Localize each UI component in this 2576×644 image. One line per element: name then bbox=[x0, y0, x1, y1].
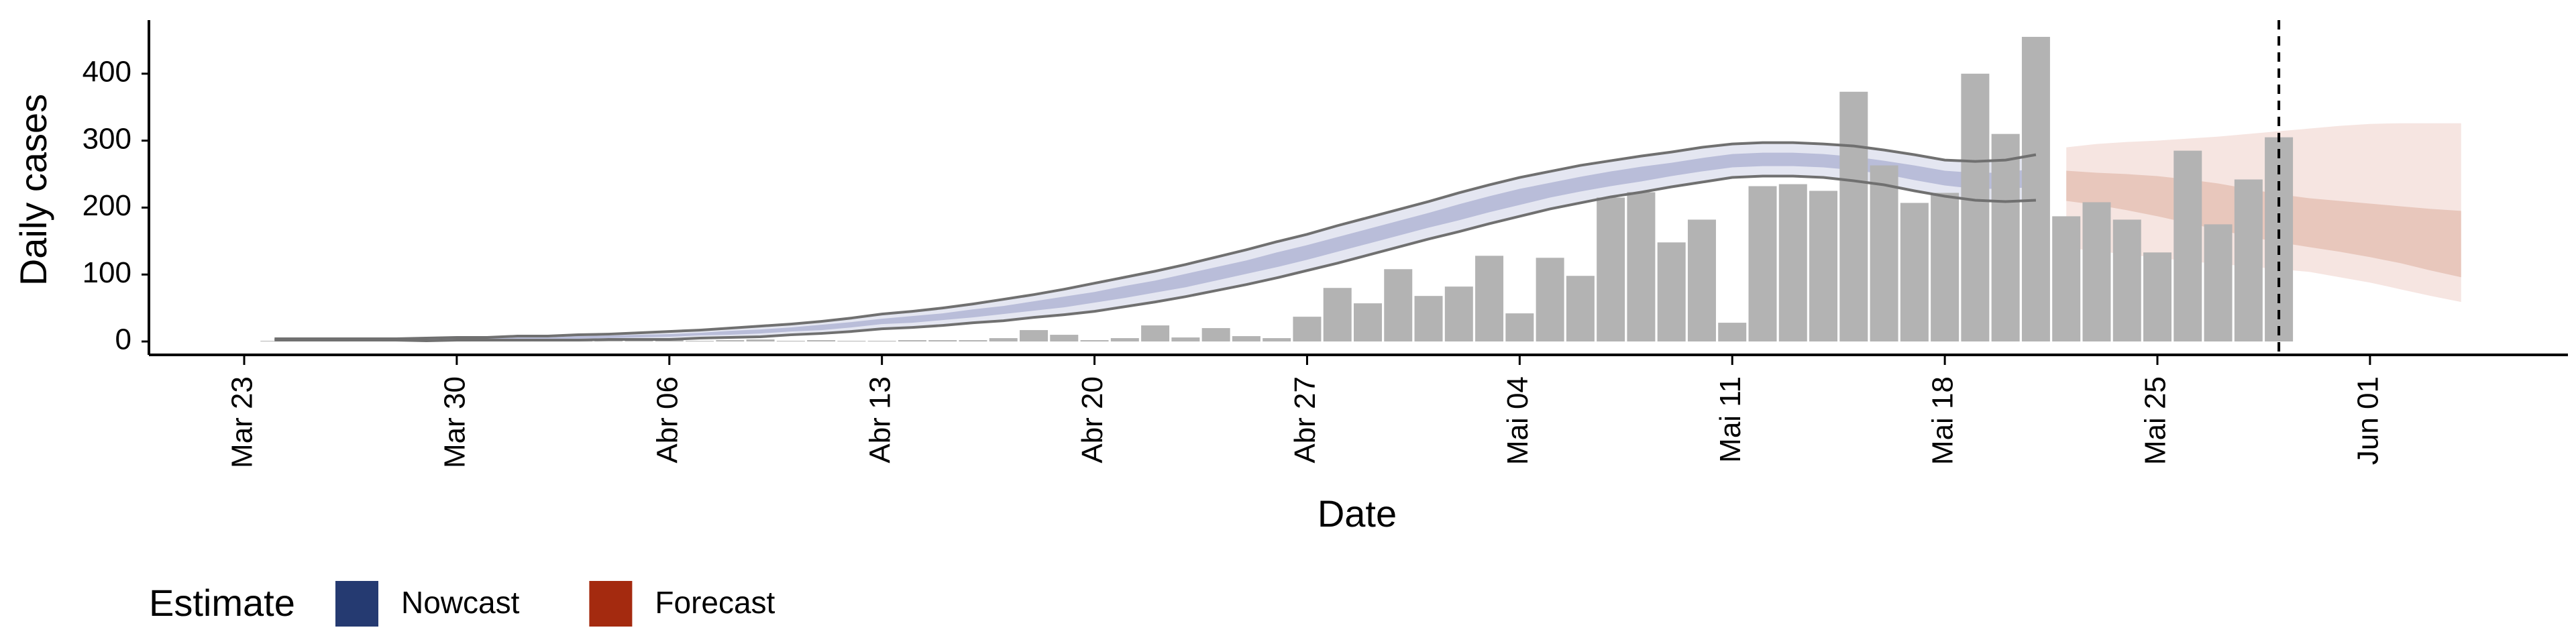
bar bbox=[2052, 216, 2081, 342]
bar bbox=[1748, 186, 1777, 342]
outer-band bbox=[274, 142, 2036, 341]
legend-label: Forecast bbox=[655, 585, 775, 620]
bar bbox=[959, 340, 987, 342]
bar bbox=[1171, 337, 1200, 342]
x-tick-label: Abr 20 bbox=[1076, 376, 1109, 464]
bar bbox=[1566, 276, 1595, 342]
bar bbox=[1110, 338, 1139, 342]
bar bbox=[989, 338, 1018, 342]
legend-title: Estimate bbox=[149, 582, 295, 624]
bar bbox=[716, 340, 745, 342]
bar bbox=[1323, 288, 1352, 342]
bar bbox=[1353, 303, 1382, 342]
bar bbox=[898, 340, 926, 342]
bar bbox=[1080, 340, 1109, 342]
y-tick-label: 400 bbox=[83, 55, 131, 88]
bar bbox=[1384, 269, 1413, 342]
bar bbox=[1597, 197, 1625, 342]
y-axis-title: Daily cases bbox=[12, 94, 54, 286]
legend-swatch bbox=[335, 581, 378, 627]
y-tick-label: 200 bbox=[83, 189, 131, 222]
inner-band bbox=[2066, 170, 2461, 278]
bar bbox=[1475, 256, 1504, 342]
legend-label: Nowcast bbox=[401, 585, 520, 620]
bar bbox=[807, 340, 836, 342]
bar bbox=[2204, 224, 2233, 342]
x-tick-label: Jun 01 bbox=[2352, 376, 2385, 465]
x-tick-label: Abr 13 bbox=[863, 376, 896, 464]
x-tick-label: Mai 11 bbox=[1714, 376, 1747, 463]
bar bbox=[1293, 317, 1322, 342]
y-tick-label: 0 bbox=[115, 323, 131, 356]
bar bbox=[1657, 242, 1686, 342]
bar bbox=[928, 340, 957, 342]
x-tick-label: Mar 30 bbox=[439, 376, 472, 468]
bar bbox=[2021, 36, 2050, 342]
interval-line bbox=[274, 141, 2037, 341]
bar bbox=[1505, 313, 1534, 342]
x-axis-title: Date bbox=[1318, 492, 1397, 535]
bar bbox=[1414, 296, 1443, 342]
bar bbox=[1809, 191, 1838, 342]
x-tick-label: Abr 27 bbox=[1289, 376, 1322, 464]
bar bbox=[1839, 91, 1868, 342]
bar bbox=[1687, 219, 1716, 342]
legend-swatch bbox=[589, 581, 633, 627]
y-tick-label: 100 bbox=[83, 256, 131, 289]
bar bbox=[746, 339, 775, 342]
bar bbox=[1870, 165, 1898, 342]
bar bbox=[1718, 323, 1747, 342]
bar bbox=[1536, 258, 1564, 342]
bar bbox=[2082, 202, 2111, 342]
bar bbox=[2174, 150, 2202, 342]
x-tick-label: Mai 18 bbox=[1927, 376, 1960, 465]
bar bbox=[1900, 203, 1929, 342]
bar bbox=[1141, 325, 1170, 342]
bar bbox=[1991, 133, 2020, 342]
bar bbox=[1444, 286, 1473, 342]
bar bbox=[1020, 330, 1049, 342]
bar bbox=[1961, 73, 1990, 342]
bar bbox=[2112, 219, 2141, 342]
bar bbox=[1627, 192, 1656, 342]
bar bbox=[2234, 179, 2263, 342]
bar bbox=[2143, 252, 2172, 342]
x-tick-label: Mai 04 bbox=[1501, 376, 1534, 465]
bar bbox=[1232, 336, 1260, 342]
x-tick-label: Abr 06 bbox=[651, 376, 684, 464]
bar bbox=[1931, 193, 1960, 342]
y-tick-label: 300 bbox=[83, 122, 131, 155]
x-tick-label: Mai 25 bbox=[2139, 376, 2172, 465]
bar bbox=[1263, 338, 1291, 342]
bar bbox=[1201, 328, 1230, 342]
x-tick-label: Mar 23 bbox=[226, 376, 259, 468]
bar bbox=[1050, 335, 1079, 342]
interval-line bbox=[274, 174, 2037, 343]
bar bbox=[1778, 184, 1807, 342]
